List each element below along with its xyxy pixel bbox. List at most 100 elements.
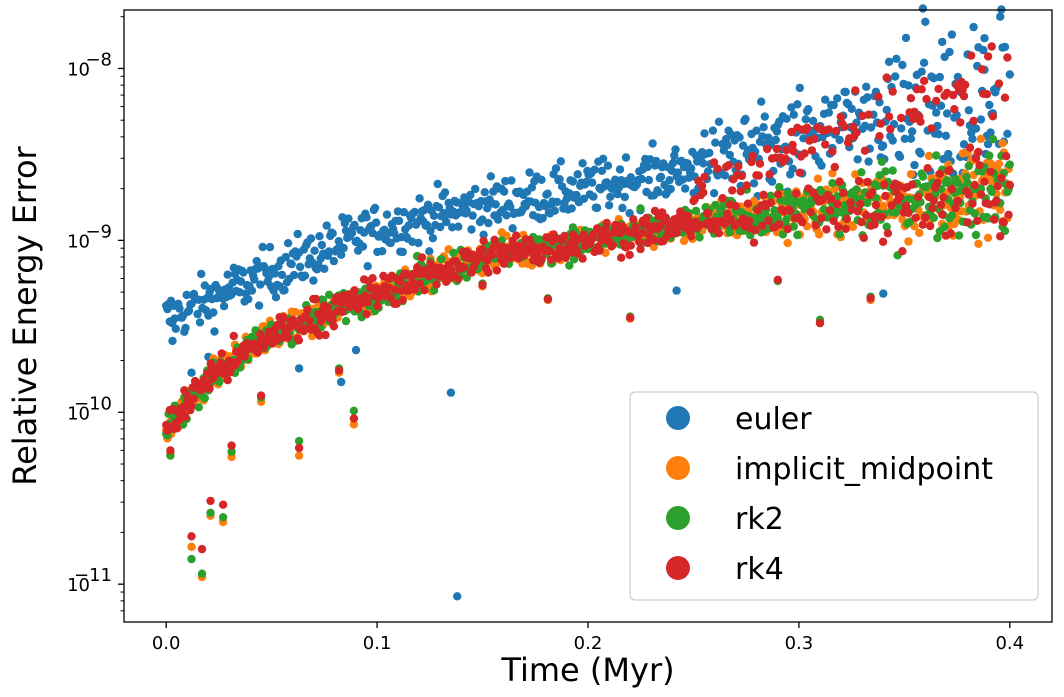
- rk4-point: [751, 226, 760, 235]
- euler-point: [906, 134, 916, 143]
- implicit_midpoint-point: [974, 239, 983, 248]
- rk4-point: [217, 349, 226, 358]
- rk4-point: [608, 240, 617, 250]
- y-tick-label: 10: [67, 403, 90, 424]
- euler-point: [328, 229, 337, 238]
- implicit_midpoint-point: [813, 174, 823, 183]
- rk4-outlier-point: [334, 366, 344, 375]
- euler-point: [283, 239, 293, 248]
- rk4-point: [512, 231, 521, 240]
- euler-point: [197, 269, 206, 279]
- rk2-point: [778, 230, 788, 239]
- euler-point: [508, 224, 517, 233]
- euler-point: [789, 110, 798, 119]
- rk4-point: [881, 191, 890, 201]
- euler-point: [247, 286, 257, 295]
- euler-point: [944, 149, 953, 159]
- y-axis-label: Relative Energy Error: [6, 145, 44, 485]
- rk4-point: [827, 194, 836, 204]
- rk4-point: [642, 213, 651, 223]
- rk4-point: [361, 291, 370, 300]
- euler-point: [817, 161, 826, 170]
- euler-point: [941, 131, 951, 140]
- series-rk4: [162, 42, 1014, 554]
- rk2-point: [341, 316, 351, 326]
- rk4-point: [929, 196, 938, 205]
- implicit_midpoint-point: [906, 170, 916, 179]
- rk4-point: [731, 201, 740, 211]
- euler-point: [556, 157, 565, 166]
- euler-point: [749, 179, 759, 188]
- euler-outlier-point: [294, 364, 304, 373]
- rk2-outlier-point: [294, 436, 304, 446]
- rk4-outlier-point: [166, 446, 175, 455]
- rk4-point: [916, 117, 925, 126]
- euler-point: [182, 290, 191, 300]
- euler-point: [976, 115, 986, 124]
- rk4-point: [323, 303, 333, 312]
- euler-point: [643, 162, 652, 172]
- euler-point: [589, 192, 598, 201]
- euler-point: [423, 200, 433, 209]
- rk4-point: [947, 185, 957, 194]
- euler-point: [592, 203, 602, 213]
- rk4-point: [766, 198, 775, 207]
- euler-point: [550, 206, 559, 215]
- legend-marker-rk4: [666, 556, 690, 580]
- rk4-point: [279, 313, 288, 322]
- implicit_midpoint-point: [994, 159, 1004, 168]
- euler-point: [265, 242, 275, 252]
- series-euler: [162, 4, 1014, 601]
- euler-point: [947, 30, 957, 39]
- euler-point: [725, 150, 734, 160]
- rk4-point: [700, 172, 709, 182]
- euler-point: [934, 130, 943, 139]
- rk4-point: [888, 87, 897, 96]
- euler-point: [824, 108, 833, 117]
- y-tick-exponent: −11: [74, 565, 112, 586]
- euler-point: [440, 188, 450, 197]
- euler-point: [644, 175, 654, 185]
- euler-point: [935, 72, 944, 82]
- euler-point: [888, 136, 897, 145]
- rk4-point: [1000, 93, 1010, 102]
- euler-point: [604, 201, 614, 210]
- implicit_midpoint-point: [998, 139, 1007, 148]
- rk4-point: [999, 218, 1008, 227]
- rk4-point: [205, 384, 214, 393]
- rk2-point: [953, 178, 963, 188]
- euler-point: [979, 45, 988, 55]
- euler-point: [300, 271, 310, 280]
- rk4-point: [338, 307, 347, 316]
- rk4-point: [759, 190, 768, 199]
- euler-point: [195, 318, 205, 327]
- rk4-point: [415, 279, 424, 288]
- rk4-point: [368, 274, 377, 283]
- euler-point: [350, 220, 359, 230]
- rk4-point: [856, 199, 865, 209]
- euler-point: [555, 175, 564, 184]
- rk4-point: [764, 216, 773, 225]
- rk4-outlier-point: [543, 295, 553, 304]
- euler-point: [372, 218, 381, 227]
- rk4-point: [938, 210, 947, 219]
- rk4-point: [886, 125, 895, 134]
- euler-point: [462, 206, 471, 215]
- rk2-point: [891, 208, 900, 217]
- rk4-point: [807, 146, 817, 155]
- rk4-point: [718, 194, 727, 203]
- rk4-point: [350, 286, 359, 295]
- rk4-point: [253, 348, 263, 357]
- euler-point: [501, 176, 510, 186]
- rk4-point: [187, 401, 196, 411]
- rk4-outlier-point: [626, 313, 635, 322]
- rk4-point: [932, 96, 941, 106]
- euler-point: [620, 192, 629, 202]
- rk4-point: [973, 216, 982, 225]
- implicit_midpoint-outlier-point: [187, 542, 196, 551]
- rk4-point: [726, 215, 736, 224]
- rk2-point: [857, 168, 866, 177]
- euler-point: [579, 194, 588, 203]
- euler-point: [239, 268, 248, 277]
